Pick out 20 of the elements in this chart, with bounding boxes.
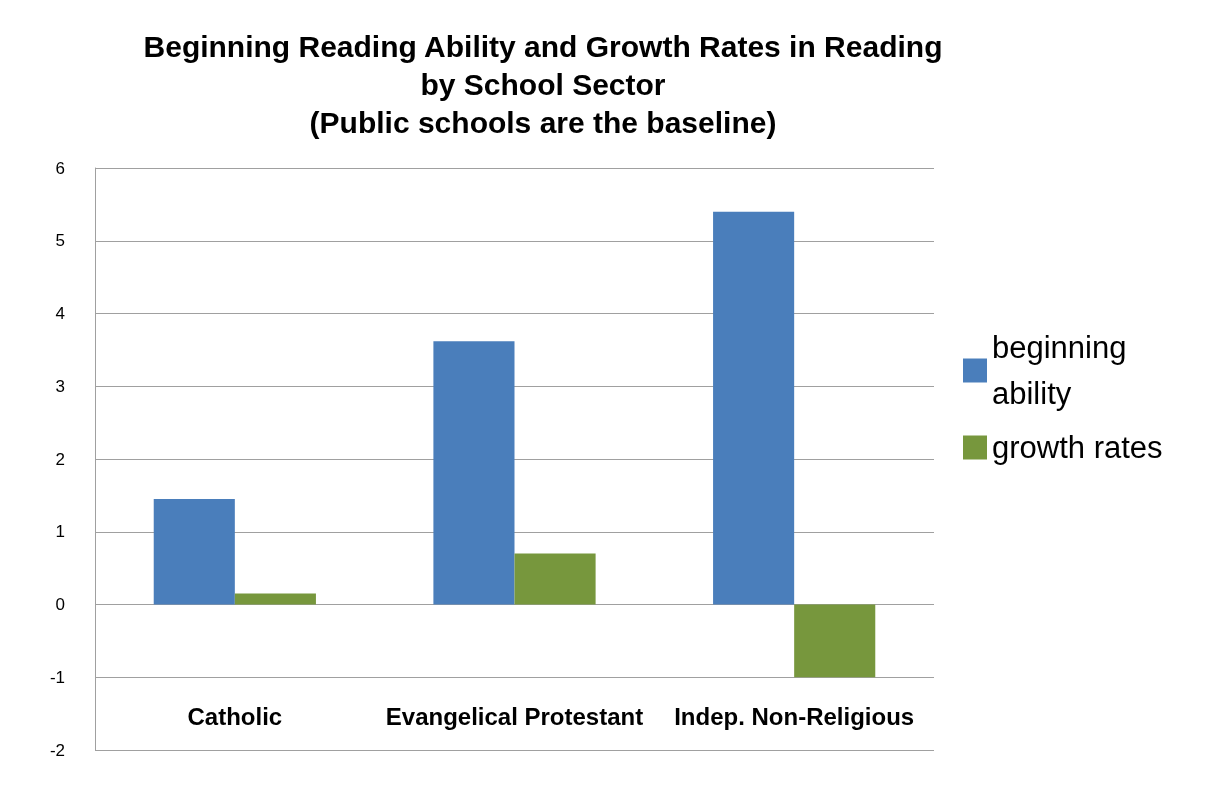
x-tick-label: Indep. Non-Religious bbox=[674, 702, 915, 730]
y-tick-label: 3 bbox=[55, 376, 65, 396]
y-tick-label: 0 bbox=[55, 595, 65, 614]
y-tick-label: 2 bbox=[55, 449, 65, 469]
bar bbox=[514, 553, 596, 605]
bar bbox=[713, 211, 795, 605]
chart-title: Beginning Reading Ability and Growth Rates in Reading by School Sector (Public schools are the baseline) bbox=[143, 29, 943, 139]
bar bbox=[794, 604, 876, 678]
legend-label: growth rates bbox=[992, 430, 1163, 465]
x-tick-label: Evangelical Protestant bbox=[385, 702, 644, 730]
y-tick-label: -2 bbox=[49, 740, 65, 760]
bar bbox=[433, 341, 515, 605]
x-tick-label: Catholic bbox=[187, 702, 283, 730]
y-tick-label: 4 bbox=[55, 304, 65, 323]
y-tick-label: -1 bbox=[49, 667, 65, 687]
bar bbox=[153, 499, 235, 605]
y-tick-label: 5 bbox=[55, 231, 65, 251]
bar bbox=[234, 593, 316, 605]
y-tick-label: 1 bbox=[55, 522, 65, 542]
y-tick-label: 6 bbox=[55, 158, 65, 178]
